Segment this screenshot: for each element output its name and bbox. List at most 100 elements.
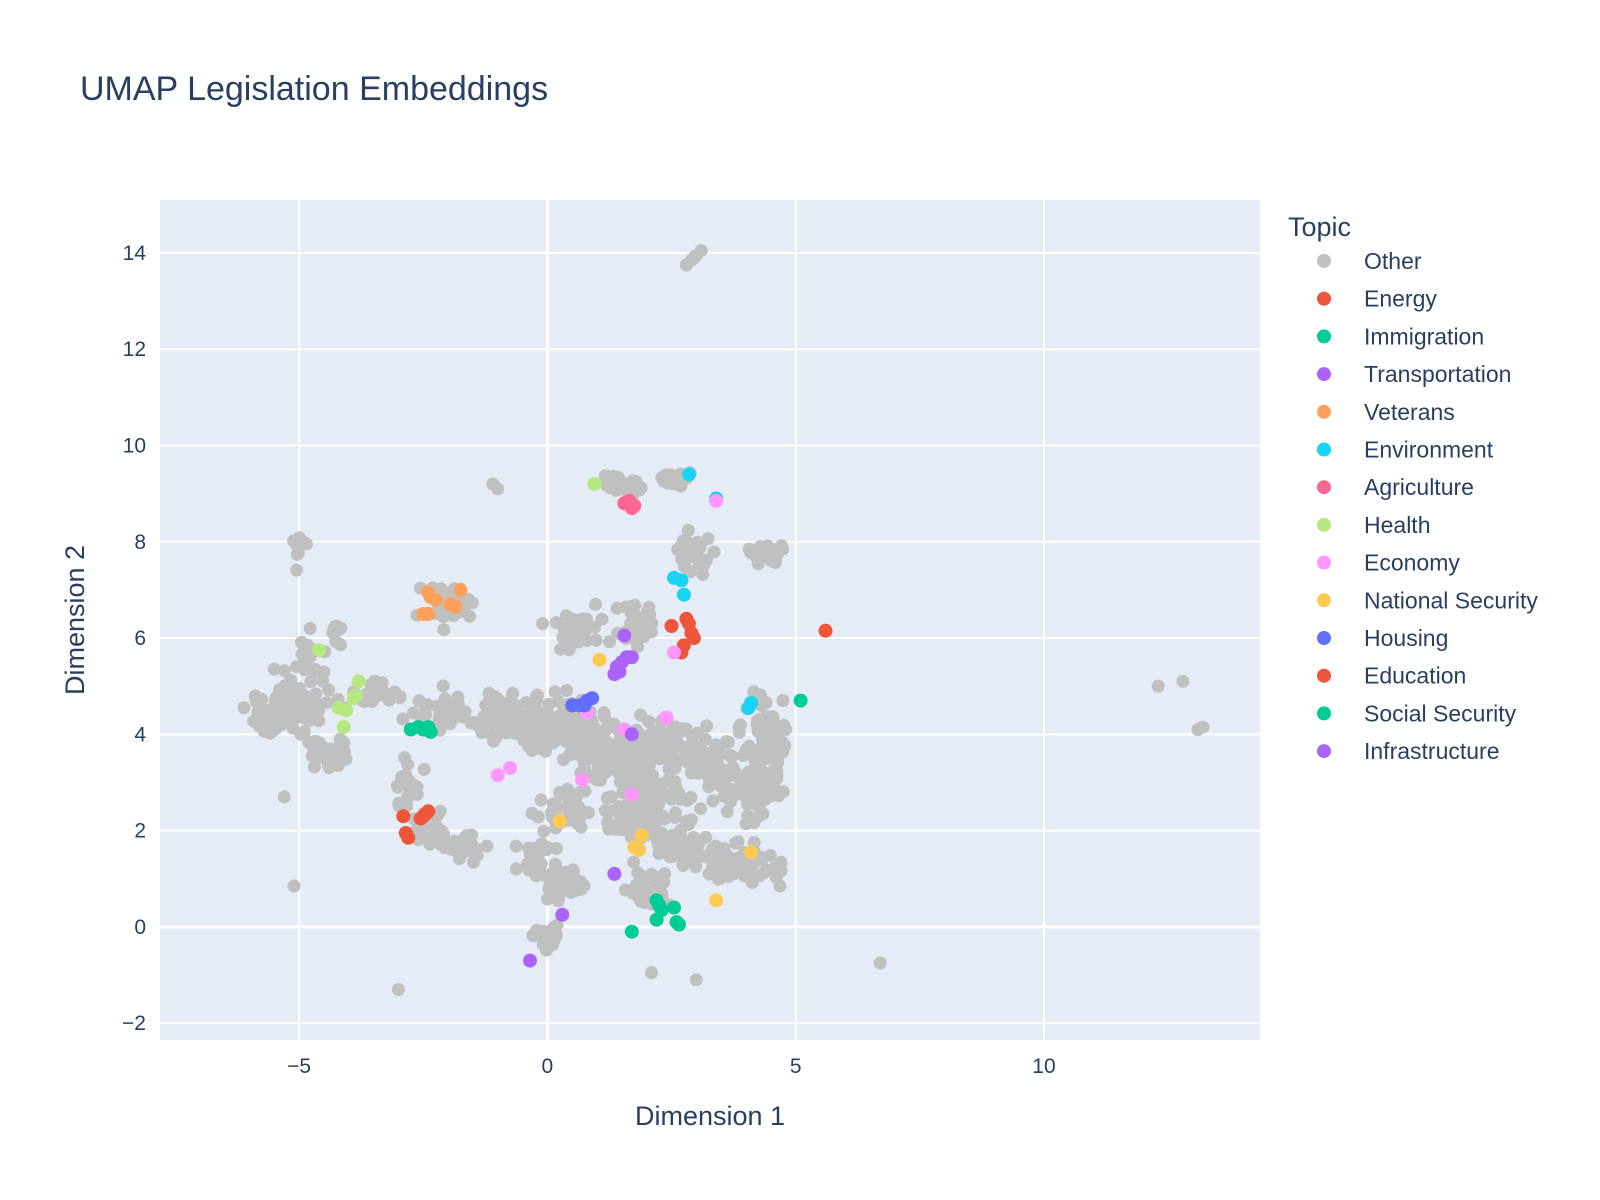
point-other (559, 630, 573, 644)
point-other (288, 712, 302, 726)
point-other (564, 886, 578, 899)
point-other (299, 537, 313, 551)
point-other (530, 694, 544, 708)
point-education (413, 811, 428, 826)
point-other (644, 625, 658, 639)
point-other (673, 792, 687, 806)
legend-item-education[interactable]: Education (1317, 663, 1466, 689)
legend-marker (1317, 668, 1331, 683)
legend-item-environment[interactable]: Environment (1317, 437, 1494, 463)
point-other (469, 842, 483, 856)
point-other (613, 775, 627, 789)
legend-item-other[interactable]: Other (1317, 248, 1422, 274)
point-other (286, 694, 300, 708)
point-other (746, 796, 760, 809)
point-other (267, 662, 281, 676)
point-other (506, 686, 520, 700)
point-other (532, 731, 546, 744)
point-other (673, 723, 687, 737)
point-other (303, 621, 317, 635)
point-other (480, 839, 494, 853)
point-other (253, 715, 267, 729)
point-other (270, 716, 284, 729)
legend-item-agriculture[interactable]: Agriculture (1317, 474, 1474, 500)
x-tick-label: 5 (790, 1055, 802, 1078)
legend-label: Housing (1364, 625, 1448, 651)
y-tick-label: 2 (134, 820, 146, 843)
point-other (761, 728, 775, 741)
point-other (388, 685, 402, 699)
point-environment (676, 587, 691, 602)
other-points (237, 244, 1210, 996)
point-other (466, 855, 480, 869)
point-other (748, 547, 762, 561)
point-other (652, 847, 666, 860)
legend-item-transportation[interactable]: Transportation (1317, 361, 1511, 387)
legend-marker (1317, 555, 1331, 570)
point-other (290, 563, 304, 577)
point-other (284, 673, 298, 687)
legend-item-immigration[interactable]: Immigration (1317, 323, 1484, 349)
point-other (720, 735, 734, 748)
legend-item-energy[interactable]: Energy (1317, 286, 1437, 312)
topic-points (311, 467, 833, 968)
point-other (545, 883, 559, 897)
point-other (531, 810, 545, 824)
x-tick-label: 10 (1032, 1055, 1055, 1078)
point-veterans (428, 592, 443, 607)
legend-item-economy[interactable]: Economy (1317, 550, 1460, 576)
point-veterans (421, 607, 436, 621)
legend-item-veterans[interactable]: Veterans (1317, 399, 1455, 425)
legend-item-housing[interactable]: Housing (1317, 625, 1448, 651)
legend-marker (1317, 291, 1331, 306)
legend-item-social-security[interactable]: Social Security (1317, 700, 1517, 726)
legend-item-health[interactable]: Health (1317, 512, 1430, 538)
point-other (701, 532, 715, 546)
y-axis-title: Dimension 2 (60, 545, 90, 695)
legend-item-national-security[interactable]: National Security (1317, 587, 1538, 613)
legend-marker (1317, 631, 1331, 645)
point-other (710, 751, 724, 765)
point-other (314, 750, 328, 764)
point-other (403, 774, 416, 788)
point-other (741, 809, 755, 823)
point-other (308, 662, 322, 676)
x-tick-label: −5 (287, 1055, 311, 1078)
point-other (759, 863, 773, 877)
point-infrastructure (607, 866, 622, 881)
point-other (691, 543, 705, 556)
point-other (664, 757, 677, 771)
point-other (287, 534, 301, 548)
point-other (287, 879, 301, 893)
point-other (432, 607, 446, 621)
point-other (681, 523, 695, 537)
point-other (1151, 679, 1165, 693)
point-other (696, 746, 710, 759)
point-other (719, 771, 732, 785)
point-other (629, 474, 643, 488)
point-other (692, 837, 706, 851)
point-other (639, 794, 653, 808)
point-other (599, 765, 613, 779)
point-social-security (423, 724, 438, 739)
point-other (528, 844, 542, 858)
point-other (649, 794, 663, 808)
point-other (733, 718, 747, 732)
legend-label: National Security (1364, 587, 1538, 613)
point-other (433, 804, 447, 818)
point-other (560, 800, 574, 814)
point-other (421, 698, 435, 712)
point-other (619, 820, 633, 834)
point-other (456, 833, 470, 846)
point-other (534, 793, 548, 807)
point-other (671, 543, 685, 557)
point-other (720, 805, 734, 819)
legend-marker (1317, 404, 1331, 419)
point-national-security (709, 893, 724, 908)
legend-item-infrastructure[interactable]: Infrastructure (1317, 738, 1500, 764)
point-other (535, 742, 549, 756)
point-health (336, 720, 351, 735)
point-other (603, 743, 616, 757)
point-other (436, 679, 450, 693)
point-other (619, 743, 633, 757)
